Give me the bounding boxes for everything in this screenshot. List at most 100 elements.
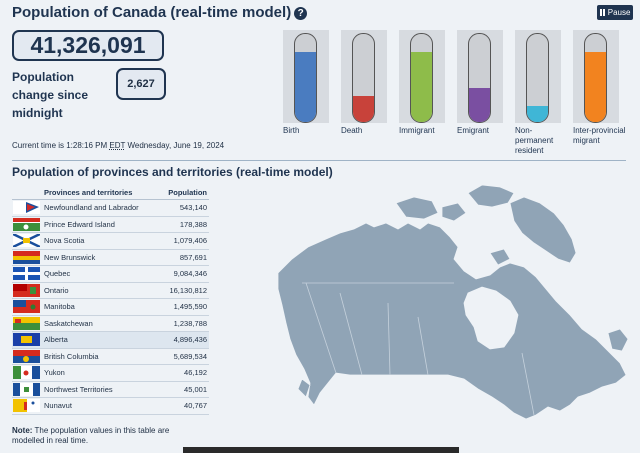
table-row[interactable]: Nunavut 40,767 [12,397,209,415]
province-population: 9,084,346 [157,265,209,283]
divider [12,160,626,161]
change-label: Population change since midnight [12,70,89,120]
table-row[interactable]: Nova Scotia 1,079,406 [12,232,209,250]
flag-icon [13,267,40,281]
map-border-mb-on [417,316,429,376]
table-row[interactable]: Saskatchewan 1,238,788 [12,315,209,332]
province-population: 46,192 [157,364,209,382]
province-name: Newfoundland and Labrador [42,199,157,217]
current-time: Current time is 1:28:16 PM EDT Wednesday… [12,141,225,150]
province-population: 857,691 [157,249,209,266]
province-population: 543,140 [157,199,209,217]
map-border-sk-mb [387,302,391,376]
province-population: 178,388 [157,216,209,233]
gauge-tube [468,33,491,123]
province-population: 1,495,590 [157,298,209,316]
flag-icon [13,234,40,248]
province-population: 1,238,788 [157,315,209,332]
province-name: New Brunswick [42,249,157,266]
gauge-label: Immigrant [399,126,435,135]
map-baffin-island [509,196,577,264]
page-title: Population of Canada (real-time model)? [12,4,308,21]
gauge-label: Death [341,126,363,135]
province-population: 40,767 [157,397,209,415]
map-vancouver-island [297,378,311,398]
table-row[interactable]: Quebec 9,084,346 [12,265,209,283]
gauge-label: Inter-provincial migrant [573,126,626,145]
gauge-2 [399,30,445,123]
flag-icon [13,333,40,347]
province-name: Nova Scotia [42,232,157,250]
table-row[interactable]: Prince Edward Island 178,388 [12,216,209,233]
table-note: Note: The population values in this tabl… [12,426,170,445]
map-arctic-island [441,202,467,222]
gauge-label: Non-permanent resident [515,126,554,155]
province-population: 45,001 [157,381,209,398]
canada-map[interactable] [277,183,630,423]
province-name: Saskatchewan [42,315,157,332]
flag-icon [13,399,40,413]
bottom-bar [183,447,459,453]
table-row[interactable]: Newfoundland and Labrador 543,140 [12,199,209,217]
gauge-tube [294,33,317,123]
gauge-fill [585,51,606,122]
flag-icon [13,366,40,380]
gauge-label: Emigrant [457,126,490,135]
table-row[interactable]: Northwest Territories 45,001 [12,381,209,398]
flag-icon [13,349,40,363]
gauge-fill [469,87,490,122]
gauge-5 [573,30,619,123]
map-southampton-island [489,248,511,266]
map-ellesmere-island [467,184,515,208]
province-name: Nunavut [42,397,157,415]
gauge-1 [341,30,387,123]
population-counter: 41,326,091 [12,30,164,61]
flag-icon [13,300,40,314]
gauge-tube [352,33,375,123]
gauge-fill [527,106,548,122]
map-newfoundland [607,328,629,352]
province-name: Prince Edward Island [42,216,157,233]
table-row[interactable]: Ontario 16,130,812 [12,282,209,299]
province-name: Ontario [42,282,157,299]
table-row[interactable]: New Brunswick 857,691 [12,249,209,266]
table-row[interactable]: Alberta 4,896,436 [12,331,209,349]
map-border-ab-sk [339,292,363,376]
pause-button[interactable]: Pause [597,5,633,20]
province-population: 5,689,534 [157,348,209,365]
gauge-fill [353,95,374,122]
table-row[interactable]: British Columbia 5,689,534 [12,348,209,365]
gauge-3 [457,30,503,123]
gauge-4 [515,30,561,123]
map-hudson-bay [463,286,519,350]
flag-icon [13,316,40,330]
gauge-tube [526,33,549,123]
col-name-header: Provinces and territories [42,185,157,200]
pause-icon [599,9,602,16]
province-name: Northwest Territories [42,381,157,398]
map-border-bc-ab [305,282,337,374]
province-name: Yukon [42,364,157,382]
flag-icon [13,217,40,231]
map-border-on-qc [521,352,535,416]
flag-icon [13,283,40,297]
province-population: 4,896,436 [157,331,209,349]
gauge-tube [584,33,607,123]
table-row[interactable]: Manitoba 1,495,590 [12,298,209,316]
province-name: Alberta [42,331,157,349]
flag-icon [13,201,40,215]
gauge-0 [283,30,329,123]
province-name: Quebec [42,265,157,283]
provinces-table: Provinces and territories Population New… [12,185,209,415]
gauge-tube [410,33,433,123]
province-population: 1,079,406 [157,232,209,250]
province-name: British Columbia [42,348,157,365]
flag-icon [13,382,40,396]
flag-icon [13,250,40,264]
gauge-label: Birth [283,126,300,135]
col-pop-header: Population [157,185,209,200]
gauge-fill [295,51,316,122]
help-icon[interactable]: ? [294,7,308,20]
province-name: Manitoba [42,298,157,316]
table-row[interactable]: Yukon 46,192 [12,364,209,382]
